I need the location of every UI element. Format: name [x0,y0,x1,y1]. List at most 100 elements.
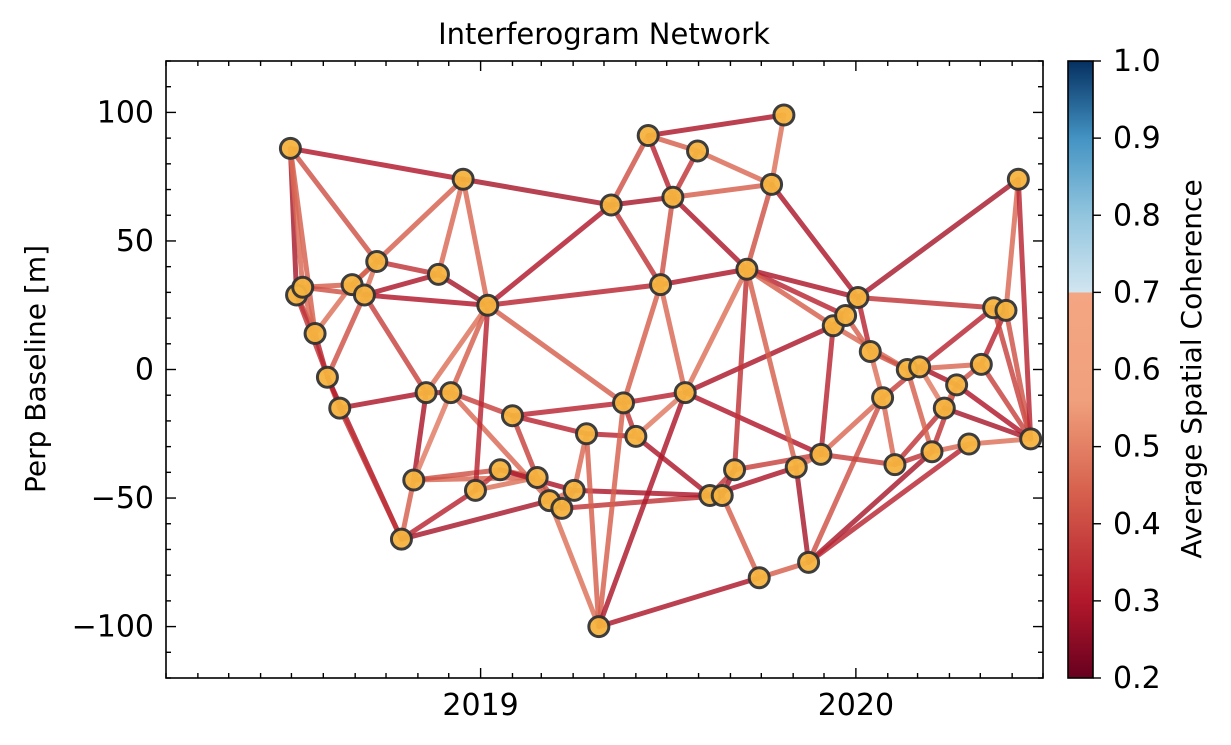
pair-line [658,266,750,288]
acquisition-point [871,386,895,410]
colorbar-tick-label: 0.4 [1113,507,1161,542]
acquisition-point [661,185,685,209]
acquisition-point [488,458,512,482]
acquisition-point [612,391,636,415]
acquisition-point [575,422,599,446]
acquisition-point [315,365,339,389]
pair-line [509,400,627,419]
pair-line [633,433,713,498]
acquisition-point [994,298,1018,322]
pair-line [658,282,688,396]
pair-line [1015,176,1034,442]
pair-line [485,282,664,308]
acquisition-point [599,193,623,217]
pair-line [855,176,1021,301]
pair-line [460,176,491,308]
pair-line [337,405,404,542]
pair-line [806,395,886,565]
pair-line [398,498,552,542]
y-axis-label: Perp Baseline [m] [19,245,52,493]
y-tick-label: 100 [97,95,154,130]
colorbar-tick-label: 0.2 [1113,661,1161,696]
pair-line [435,176,466,277]
y-tick-label: −50 [91,481,154,516]
pair-line [411,390,429,483]
acquisition-point [414,381,438,405]
pair-line [682,323,836,396]
x-tick-label: 2020 [818,688,894,723]
pair-line [460,176,614,208]
pair-line [1003,307,1034,442]
pair-line [904,367,935,455]
pair-line [744,266,849,319]
pair-line [287,145,306,290]
pair-line [448,302,491,396]
colorbar-ticks: 0.2 0.3 0.4 0.5 0.6 0.7 0.8 0.9 1.0 [1093,44,1161,696]
acquisition-point [932,396,956,420]
pair-line [978,361,1034,442]
acquisition-point [649,273,673,297]
colorbar-gradient [1067,60,1094,679]
pair-line [423,302,491,396]
colorbar-tick-label: 1.0 [1113,44,1161,79]
pair-line [818,323,836,457]
acquisition-point [389,527,413,551]
pair-line [485,202,614,308]
acquisition-point [673,381,697,405]
acquisition-point [402,468,426,492]
acquisition-point [834,304,858,328]
pair-line [571,487,713,498]
pair-line [559,492,725,511]
y-axis: −100 −50 0 50 100 [72,60,1043,679]
pair-line [682,390,824,457]
pair-line [744,266,836,329]
chart-title: Interferogram Network [438,17,770,51]
pair-line [472,302,491,493]
pair-line [892,405,947,468]
acquisition-point [772,103,796,127]
pair-line [917,305,997,370]
pair-line [645,112,787,139]
pair-line [1003,176,1021,313]
pair-line [769,181,861,301]
pair-line [695,148,775,187]
pair-line [658,194,676,288]
acquisition-point [525,465,549,489]
acquisition-point [969,352,993,376]
acquisition-point [686,139,710,163]
pair-line [596,575,762,630]
pair-line [806,449,935,565]
colorbar-tick-label: 0.7 [1113,275,1161,310]
acquisition-point [1006,167,1030,191]
pair-line [954,382,1034,442]
acquisition-point [426,262,450,286]
pair-line [596,390,688,630]
x-tick-label: 2019 [442,688,518,723]
pair-line [361,292,491,308]
pair-line [732,266,750,473]
pair-line [769,112,787,187]
acquisition-points [278,103,1043,639]
acquisition-point [846,286,870,310]
colorbar-tick-label: 0.9 [1113,121,1161,156]
acquisition-point [858,340,882,364]
pair-line [485,302,627,406]
acquisition-point [723,458,747,482]
pair-line [337,390,429,411]
pair-line [719,492,762,581]
acquisition-point [550,496,574,520]
pair-line [670,194,750,272]
pair-line [682,266,750,396]
acquisition-point [562,478,586,502]
pair-line [608,133,651,208]
acquisition-point [945,373,969,397]
acquisition-point [624,424,648,448]
pair-line [596,400,627,630]
acquisition-point [920,440,944,464]
pair-line [744,266,799,470]
pair-line [509,413,590,437]
acquisition-point [797,550,821,574]
pair-line [732,451,824,473]
pair-line [818,451,898,468]
